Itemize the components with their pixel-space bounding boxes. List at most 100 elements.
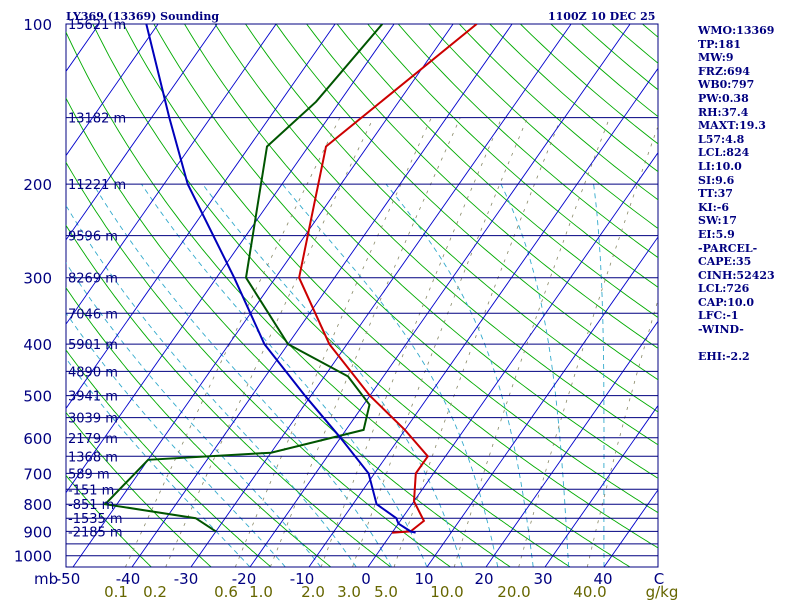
isotherm-line xyxy=(249,24,631,567)
height-label: 589 m xyxy=(68,467,110,482)
isotherm-line xyxy=(66,24,277,325)
index-value: SI:9.6 xyxy=(698,173,735,187)
index-value: TT:37 xyxy=(698,187,733,201)
temperature-tick-label: 0 xyxy=(361,570,371,588)
moist-adiabat-line xyxy=(500,183,570,567)
isotherm-line xyxy=(308,67,658,567)
mixing-ratio-tick-label: 40.0 xyxy=(573,583,606,600)
dry-adiabat-line xyxy=(66,411,212,567)
observation-time: 1100Z 10 DEC 25 xyxy=(548,10,656,23)
index-value: LI:10.0 xyxy=(698,159,742,173)
height-label: 15621 m xyxy=(68,18,126,33)
index-value: L57:4.8 xyxy=(698,132,745,146)
pressure-tick-label: 200 xyxy=(23,176,52,194)
isotherm-line xyxy=(190,24,572,567)
mixing-ratio-tick-label: 0.2 xyxy=(143,583,167,600)
isotherm-line xyxy=(66,24,336,410)
height-label: -851 m xyxy=(68,498,114,513)
index-value: MW:9 xyxy=(698,51,734,65)
temperature-tick-label: -20 xyxy=(232,570,257,588)
temperature-tick-label: 30 xyxy=(533,570,552,588)
index-value: KI:-6 xyxy=(698,200,729,214)
isotherm-line xyxy=(66,24,395,494)
pressure-tick-label: 400 xyxy=(23,336,52,354)
height-label: 11221 m xyxy=(68,178,126,193)
dewpoint-line xyxy=(103,24,384,533)
height-label: 1368 m xyxy=(68,450,118,465)
index-value: -PARCEL- xyxy=(698,241,758,255)
index-value: FRZ:694 xyxy=(698,64,751,78)
index-value: CAP:10.0 xyxy=(698,295,755,309)
isotherm-line xyxy=(485,320,658,567)
pressure-unit-label: mb xyxy=(34,570,58,588)
height-label: 9596 m xyxy=(68,230,118,245)
temperature-tick-label: -40 xyxy=(116,570,141,588)
temperature-tick-label: -30 xyxy=(174,570,199,588)
moist-adiabat-line xyxy=(66,262,322,567)
index-value: SW:17 xyxy=(698,214,737,228)
moist-adiabat-line xyxy=(92,183,392,567)
moist-adiabat-line xyxy=(593,184,605,567)
index-value: EHI:-2.2 xyxy=(698,350,750,364)
dry-adiabat-line xyxy=(336,24,658,319)
height-label: 3941 m xyxy=(68,390,118,405)
dry-adiabat-line xyxy=(66,31,571,567)
indices-panel: WMO:13369 TP:181 MW:9 FRZ:694 WB0:797 PW:0.38… xyxy=(698,24,798,364)
pressure-tick-label: 100 xyxy=(23,16,52,34)
dry-adiabat-line xyxy=(184,24,658,479)
isotherm-line xyxy=(544,404,658,567)
moist-adiabat-line xyxy=(66,312,286,567)
isotherm-line xyxy=(66,24,159,157)
parcel-line xyxy=(145,24,416,534)
isotherms xyxy=(0,24,658,567)
index-value: RH:37.4 xyxy=(698,105,749,119)
moist-adiabat-line xyxy=(202,183,463,567)
index-value: TP:181 xyxy=(698,37,742,51)
pressure-tick-label: 300 xyxy=(23,270,52,288)
pressure-tick-label: 800 xyxy=(23,496,52,514)
index-value: WB0:797 xyxy=(698,78,755,92)
index-value: LCL:824 xyxy=(698,146,750,160)
height-label: 7046 m xyxy=(68,307,118,322)
pressure-tick-label: 1000 xyxy=(14,548,52,566)
mixing-ratio-tick-label: 10.0 xyxy=(430,583,463,600)
height-label: 5901 m xyxy=(68,338,118,353)
height-label: 3039 m xyxy=(68,412,118,427)
temperature-tick-label: -50 xyxy=(56,570,81,588)
index-value: LCL:726 xyxy=(698,282,750,296)
index-value: LFC:-1 xyxy=(698,309,739,323)
mixing-ratio-unit-label: g/kg xyxy=(646,583,679,600)
height-label: -151 m xyxy=(68,483,114,498)
temperature-line xyxy=(298,24,478,534)
dry-adiabat-line xyxy=(367,24,658,288)
isotherm-line xyxy=(367,151,658,567)
moist-adiabat-line xyxy=(66,204,357,567)
isotherm-line xyxy=(426,236,658,567)
index-value: -WIND- xyxy=(698,323,744,337)
dry-adiabat-line xyxy=(275,24,658,381)
mixing-ratio-tick-label: 1.0 xyxy=(249,583,273,600)
height-label: 4890 m xyxy=(68,365,118,380)
plot-frame xyxy=(65,23,659,568)
dry-adiabats xyxy=(66,24,658,567)
moist-adiabat-line xyxy=(385,183,534,567)
temperature-tick-label: -10 xyxy=(290,570,315,588)
index-value: CAPE:35 xyxy=(698,255,752,269)
temperature-unit-label: C xyxy=(654,570,664,588)
index-value: CINH:52423 xyxy=(698,268,775,282)
temperature-tick-label: 40 xyxy=(593,570,612,588)
isotherm-line xyxy=(0,24,40,567)
mixing-ratio-tick-label: 0.6 xyxy=(214,583,238,600)
isotherm-line xyxy=(72,24,454,567)
profile-lines xyxy=(103,24,478,534)
height-label: 8269 m xyxy=(68,272,118,287)
dry-adiabat-line xyxy=(397,24,658,259)
dry-adiabat-line xyxy=(92,24,631,567)
mixing-ratio-tick-label: 5.0 xyxy=(374,583,398,600)
dry-adiabat-line xyxy=(153,24,658,514)
dry-adiabat-line xyxy=(66,97,511,567)
moist-adiabat-line xyxy=(66,357,251,567)
pressure-tick-label: 600 xyxy=(23,430,52,448)
pressure-tick-label: 700 xyxy=(23,465,52,483)
